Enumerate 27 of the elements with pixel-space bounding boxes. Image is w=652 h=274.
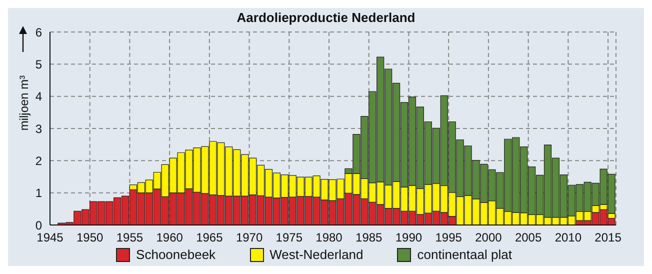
x-tick-label: 1960 (156, 230, 184, 245)
legend-label: West-Nederland (270, 247, 364, 262)
x-tick-label: 1995 (435, 230, 462, 245)
x-tick-label: 1965 (196, 230, 224, 245)
x-tick-label: 1955 (116, 230, 144, 245)
x-tick-label: 2000 (475, 230, 502, 245)
y-tick-label: 0 (35, 218, 42, 232)
x-tick-label: 1945 (36, 230, 64, 245)
y-tick-label: 5 (35, 57, 42, 72)
y-tick-label: 2 (35, 154, 42, 168)
y-tick-label: 1 (35, 186, 42, 200)
y-tick-label: 6 (35, 25, 42, 40)
legend-label: Schoonebeek (136, 247, 216, 262)
x-tick-label: 2015 (594, 230, 622, 245)
legend-label: continentaal plat (417, 247, 512, 262)
x-tick-label: 1970 (236, 230, 263, 245)
x-tick-label: 1950 (76, 230, 104, 245)
x-tick-label: 1975 (276, 230, 303, 245)
y-tick-label: 3 (35, 122, 42, 136)
chart-title: Aardolieproductie Nederland (236, 9, 416, 26)
x-tick-label: 1980 (316, 230, 343, 245)
y-tick-label: 4 (35, 90, 42, 104)
x-tick-label: 1985 (356, 230, 383, 245)
x-tick-label: 2005 (514, 230, 542, 245)
x-tick-label: 2010 (554, 230, 582, 245)
y-axis-title: miljoen m³ (17, 74, 31, 133)
x-tick-label: 1990 (395, 230, 422, 245)
